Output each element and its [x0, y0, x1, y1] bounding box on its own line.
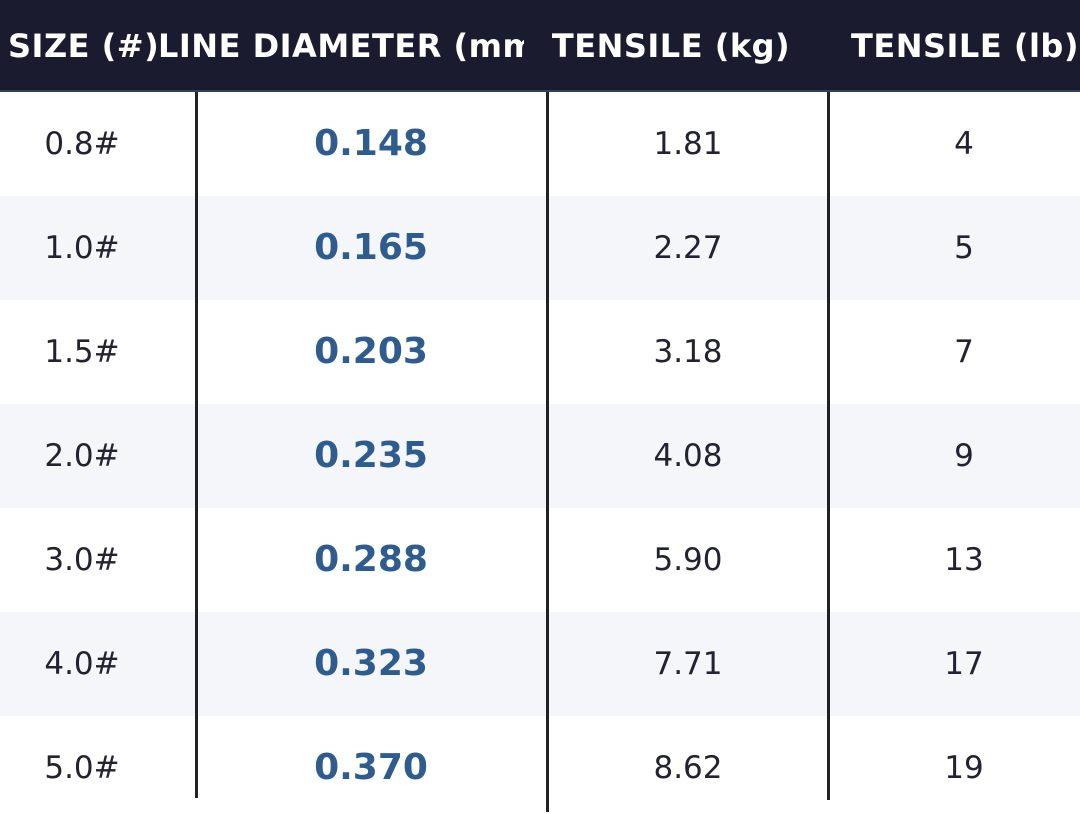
header-line-diameter: LINE DIAMETER (mm) — [158, 27, 524, 65]
diameter-cell: 0.288 — [314, 539, 428, 580]
table-row: 2.0# 0.235 4.08 9 — [0, 404, 1080, 508]
table-row: 5.0# 0.370 8.62 19 — [0, 716, 1080, 814]
table-row: 3.0# 0.288 5.90 13 — [0, 508, 1080, 612]
column-divider — [546, 92, 549, 812]
tensile-kg-cell: 7.71 — [653, 646, 723, 682]
tensile-lb-cell: 5 — [954, 230, 974, 266]
tensile-kg-cell: 8.62 — [653, 750, 723, 786]
diameter-cell: 0.165 — [314, 227, 428, 268]
tensile-lb-cell: 4 — [954, 126, 974, 162]
column-divider — [195, 92, 198, 798]
tensile-lb-cell: 19 — [944, 750, 984, 786]
header-tensile-kg: TENSILE (kg) — [551, 27, 791, 65]
size-cell: 1.5# — [44, 334, 120, 370]
size-cell: 5.0# — [44, 750, 120, 786]
table-row: 1.5# 0.203 3.18 7 — [0, 300, 1080, 404]
size-cell: 3.0# — [44, 542, 120, 578]
header-tensile-lb: TENSILE (lb) — [851, 27, 1079, 65]
header-size: SIZE (#) — [8, 27, 158, 65]
diameter-cell: 0.323 — [314, 643, 428, 684]
table-row: 0.8# 0.148 1.81 4 — [0, 92, 1080, 196]
column-divider — [827, 92, 830, 800]
tensile-kg-cell: 3.18 — [653, 334, 723, 370]
tensile-kg-cell: 5.90 — [653, 542, 723, 578]
table-header: SIZE (#) LINE DIAMETER (mm) TENSILE (kg)… — [0, 0, 1080, 92]
diameter-cell: 0.370 — [314, 747, 428, 788]
size-cell: 0.8# — [44, 126, 120, 162]
size-cell: 4.0# — [44, 646, 120, 682]
diameter-cell: 0.148 — [314, 123, 428, 164]
size-cell: 1.0# — [44, 230, 120, 266]
tensile-lb-cell: 17 — [944, 646, 984, 682]
size-cell: 2.0# — [44, 438, 120, 474]
tensile-kg-cell: 1.81 — [653, 126, 723, 162]
tensile-kg-cell: 2.27 — [653, 230, 723, 266]
diameter-cell: 0.235 — [314, 435, 428, 476]
tensile-kg-cell: 4.08 — [653, 438, 723, 474]
tensile-lb-cell: 13 — [944, 542, 984, 578]
diameter-cell: 0.203 — [314, 331, 428, 372]
table-row: 1.0# 0.165 2.27 5 — [0, 196, 1080, 300]
table-row: 4.0# 0.323 7.71 17 — [0, 612, 1080, 716]
tensile-lb-cell: 9 — [954, 438, 974, 474]
tensile-lb-cell: 7 — [954, 334, 974, 370]
